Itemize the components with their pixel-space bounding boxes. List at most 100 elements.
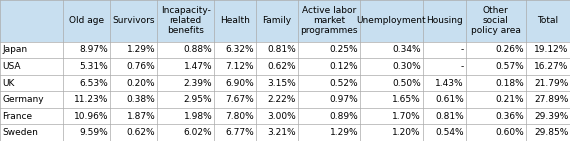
Text: UK: UK [2,79,15,88]
Text: 2.95%: 2.95% [184,95,213,104]
Text: 0.50%: 0.50% [392,79,421,88]
Text: 0.36%: 0.36% [495,112,524,121]
Bar [526,91,570,108]
Bar [63,0,110,42]
Text: 8.97%: 8.97% [79,45,108,54]
Bar [298,0,360,42]
Bar [110,58,157,75]
Text: USA: USA [2,62,21,71]
Text: 1.70%: 1.70% [392,112,421,121]
Bar [360,108,422,124]
Bar [360,75,422,91]
Text: 5.31%: 5.31% [79,62,108,71]
Bar [466,0,526,42]
Bar [256,58,298,75]
Bar [0,75,63,91]
Bar [360,0,422,42]
Text: 0.61%: 0.61% [435,95,464,104]
Text: 0.21%: 0.21% [495,95,524,104]
Text: 6.32%: 6.32% [226,45,254,54]
Text: 0.88%: 0.88% [184,45,213,54]
Text: Unemployment: Unemployment [357,16,426,25]
Bar [157,75,214,91]
Text: Sweden: Sweden [2,128,38,137]
Text: 6.77%: 6.77% [225,128,254,137]
Text: 0.62%: 0.62% [267,62,296,71]
Text: 0.57%: 0.57% [495,62,524,71]
Text: 1.65%: 1.65% [392,95,421,104]
Bar [214,124,256,141]
Bar [466,108,526,124]
Bar [110,124,157,141]
Text: 3.21%: 3.21% [267,128,296,137]
Bar [0,42,63,58]
Bar [298,42,360,58]
Bar [360,42,422,58]
Text: -: - [461,45,464,54]
Text: 0.52%: 0.52% [329,79,359,88]
Bar [63,124,110,141]
Text: 0.20%: 0.20% [127,79,156,88]
Text: 6.90%: 6.90% [225,79,254,88]
Text: 7.80%: 7.80% [225,112,254,121]
Bar [256,75,298,91]
Bar [422,42,466,58]
Bar [157,0,214,42]
Text: -: - [461,62,464,71]
Bar [466,58,526,75]
Text: 1.29%: 1.29% [329,128,359,137]
Text: 16.27%: 16.27% [534,62,568,71]
Bar [360,58,422,75]
Text: 3.00%: 3.00% [267,112,296,121]
Bar [256,0,298,42]
Text: 0.26%: 0.26% [495,45,524,54]
Text: Family: Family [262,16,291,25]
Bar [466,124,526,141]
Bar [214,42,256,58]
Bar [422,0,466,42]
Text: 11.23%: 11.23% [74,95,108,104]
Text: 1.47%: 1.47% [184,62,213,71]
Bar [298,91,360,108]
Bar [298,58,360,75]
Bar [422,108,466,124]
Text: 1.20%: 1.20% [392,128,421,137]
Bar [63,108,110,124]
Text: 27.89%: 27.89% [534,95,568,104]
Bar [110,75,157,91]
Text: 7.67%: 7.67% [225,95,254,104]
Bar [466,42,526,58]
Bar [256,42,298,58]
Text: 19.12%: 19.12% [534,45,568,54]
Text: 3.15%: 3.15% [267,79,296,88]
Bar [422,58,466,75]
Text: 0.81%: 0.81% [435,112,464,121]
Bar [214,108,256,124]
Text: Germany: Germany [2,95,44,104]
Bar [526,124,570,141]
Bar [422,124,466,141]
Text: 0.89%: 0.89% [329,112,359,121]
Bar [157,108,214,124]
Bar [466,75,526,91]
Text: 0.54%: 0.54% [435,128,464,137]
Text: 6.02%: 6.02% [184,128,213,137]
Text: 1.98%: 1.98% [184,112,213,121]
Bar [63,75,110,91]
Bar [422,75,466,91]
Text: 2.22%: 2.22% [267,95,296,104]
Text: 0.81%: 0.81% [267,45,296,54]
Text: Active labor
market
programmes: Active labor market programmes [300,6,357,35]
Bar [466,91,526,108]
Text: Japan: Japan [2,45,27,54]
Bar [110,0,157,42]
Text: 10.96%: 10.96% [74,112,108,121]
Text: Health: Health [220,16,250,25]
Bar [110,91,157,108]
Bar [256,124,298,141]
Bar [214,75,256,91]
Bar [526,42,570,58]
Text: 6.53%: 6.53% [79,79,108,88]
Text: 0.76%: 0.76% [127,62,156,71]
Bar [256,91,298,108]
